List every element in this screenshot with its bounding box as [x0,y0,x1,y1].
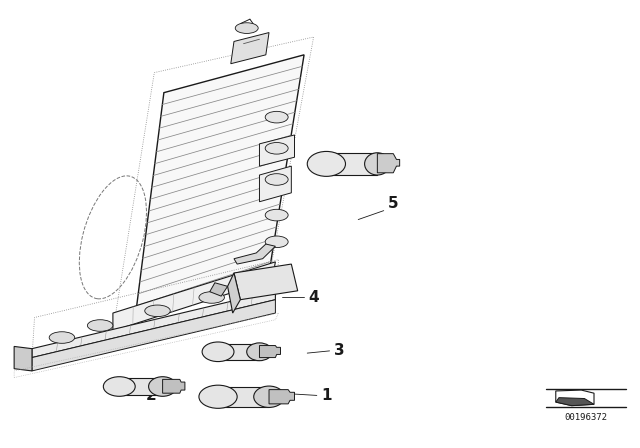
Ellipse shape [253,386,284,407]
Ellipse shape [265,142,288,154]
Polygon shape [210,283,228,296]
Ellipse shape [265,209,288,221]
Ellipse shape [307,151,346,177]
Ellipse shape [265,236,288,248]
Text: 4: 4 [308,290,319,305]
Polygon shape [135,55,304,318]
Bar [218,387,269,406]
Ellipse shape [265,267,288,279]
Polygon shape [234,244,275,264]
Polygon shape [14,346,32,371]
Polygon shape [259,166,291,202]
Text: 2: 2 [146,388,157,403]
Polygon shape [378,154,399,173]
Ellipse shape [246,343,272,361]
Ellipse shape [199,292,225,303]
Ellipse shape [265,174,288,185]
Polygon shape [32,291,275,358]
Ellipse shape [49,332,75,343]
Ellipse shape [148,377,177,396]
Ellipse shape [103,377,135,396]
Text: 5: 5 [388,197,399,211]
Polygon shape [269,390,294,404]
Text: 1: 1 [321,388,332,403]
Text: 3: 3 [334,343,344,358]
Polygon shape [228,273,241,313]
Ellipse shape [265,112,288,123]
Polygon shape [259,135,294,166]
Bar [326,153,378,175]
Polygon shape [231,33,269,64]
Polygon shape [556,398,594,405]
Polygon shape [556,390,594,405]
Polygon shape [32,300,275,371]
Ellipse shape [202,342,234,362]
Text: 00196372: 00196372 [564,413,607,422]
Ellipse shape [199,385,237,408]
Polygon shape [163,379,185,393]
Ellipse shape [237,283,262,294]
Bar [218,344,259,360]
Ellipse shape [88,320,113,332]
Ellipse shape [365,153,390,175]
Polygon shape [259,345,280,358]
Ellipse shape [236,23,258,34]
Polygon shape [113,262,275,331]
Polygon shape [234,264,298,300]
Ellipse shape [145,305,170,317]
Bar [119,378,163,396]
